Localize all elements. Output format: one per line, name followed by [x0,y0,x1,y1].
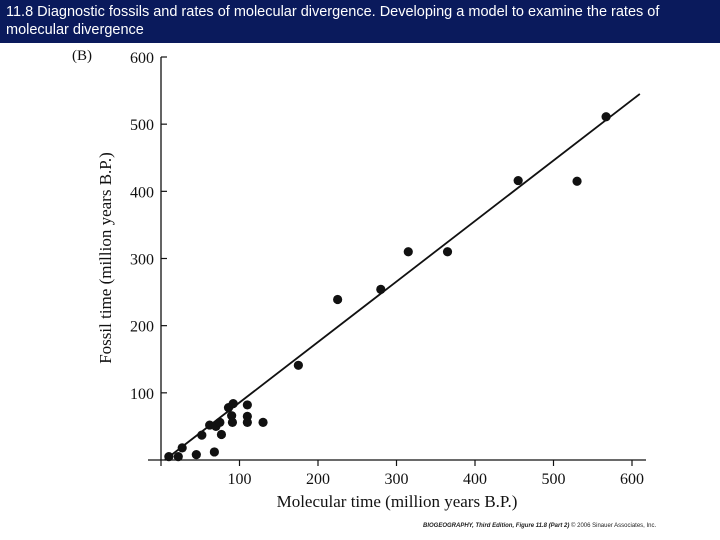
credit-copyright: © 2006 Sinauer Associates, Inc. [571,523,657,529]
y-tick-label: 400 [130,184,154,201]
x-tick-label: 600 [620,471,644,488]
data-point [333,294,343,305]
x-tick-label: 100 [228,471,252,488]
data-point [513,175,523,186]
data-point [191,450,201,460]
x-tick-label: 200 [306,471,330,488]
y-axis-title: Fossil time (million years B.P.) [96,152,115,364]
data-point [601,112,611,122]
slide-title: 11.8 Diagnostic fossils and rates of mol… [6,4,660,38]
x-axis-title: Molecular time (million years B.P.) [277,492,518,511]
x-tick-label: 500 [542,471,566,488]
x-tick-label: 300 [385,471,409,488]
y-tick-label: 200 [130,319,154,336]
data-point [293,360,303,370]
data-point [216,429,227,440]
data-point [228,398,238,409]
y-tick-label: 100 [130,386,154,403]
data-point [258,417,268,427]
data-point [197,430,207,440]
y-tick-label: 300 [130,252,154,269]
data-point [177,443,187,453]
data-point [209,447,219,457]
data-point [164,452,174,462]
panel-label: (B) [72,48,92,64]
data-point [403,247,413,257]
data-point [215,417,225,427]
regression-line [164,93,641,461]
figure-credit: BIOGEOGRAPHY, Third Edition, Figure 11.8… [423,523,713,529]
data-point [173,452,183,462]
slide-header: 11.8 Diagnostic fossils and rates of mol… [0,0,720,43]
data-point [227,411,237,421]
y-tick-label: 600 [130,50,154,67]
credit-book: BIOGEOGRAPHY, Third Edition, Figure 11.8… [423,523,570,529]
y-tick-label: 500 [130,117,154,134]
data-point [242,417,252,427]
x-tick-label: 400 [463,471,487,488]
data-point [572,176,582,186]
data-point [242,400,252,410]
data-point [227,417,238,427]
data-point [376,284,386,294]
data-point [442,247,453,257]
